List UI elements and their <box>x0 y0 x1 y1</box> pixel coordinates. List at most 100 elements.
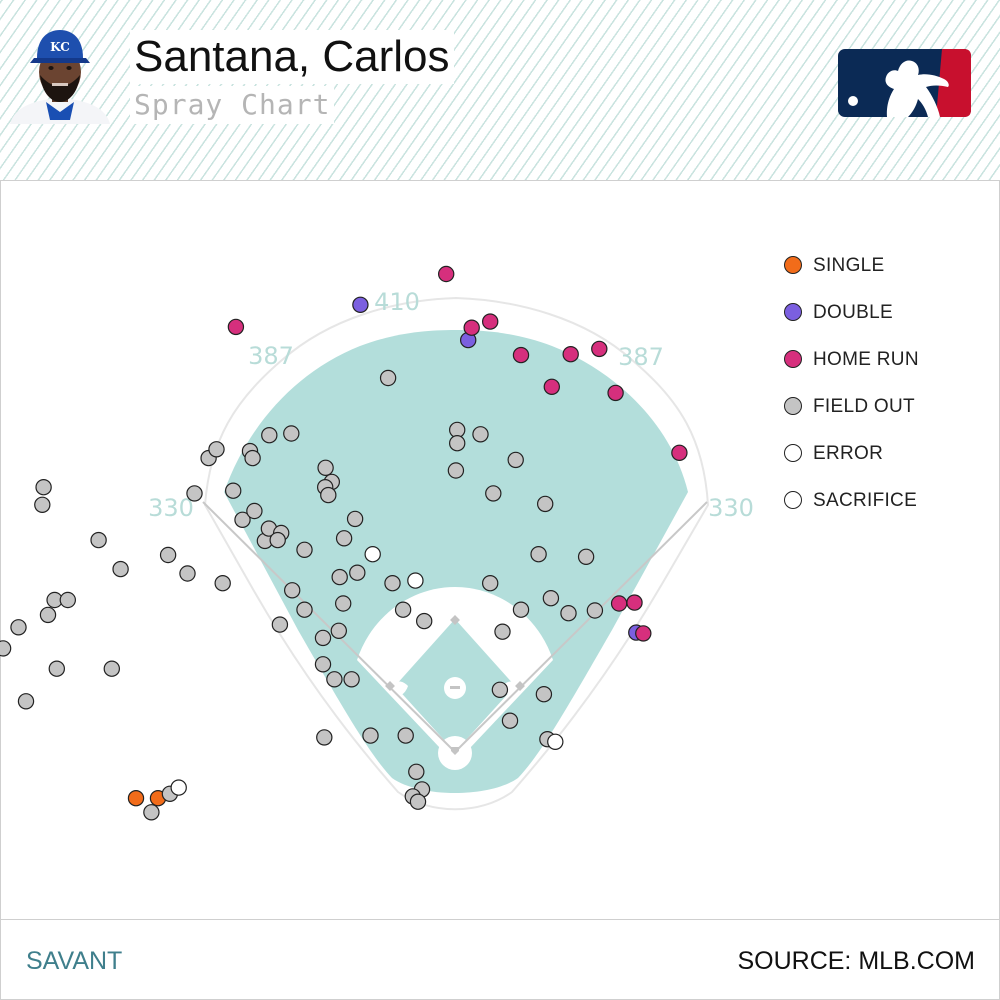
point-field-out <box>408 763 425 781</box>
first-base <box>515 681 525 691</box>
point-field-out <box>331 568 348 586</box>
point-field-out <box>542 590 560 607</box>
point-field-out <box>10 619 27 636</box>
legend-label-field-out: FIELD OUT <box>813 396 915 417</box>
point-field-out <box>335 530 353 547</box>
point-sacrifice <box>170 779 187 796</box>
legend-label-sacrifice: SACRIFICE <box>813 490 918 511</box>
point-field-out <box>271 616 289 633</box>
point-field-out <box>90 531 107 549</box>
third-base <box>385 681 395 691</box>
point-field-out <box>314 629 332 647</box>
legend-marker-field-out <box>784 397 802 415</box>
point-field-out <box>143 804 160 821</box>
point-field-out <box>501 712 519 729</box>
distance-label-left-center: 387 <box>248 342 294 370</box>
point-home-run <box>610 595 628 612</box>
point-field-out <box>335 595 352 612</box>
point-field-out <box>35 479 52 496</box>
point-field-out <box>362 727 379 744</box>
point-home-run <box>591 340 608 358</box>
point-field-out <box>159 546 177 564</box>
point-field-out <box>17 693 35 710</box>
legend-marker-double <box>784 303 802 321</box>
page-title: Santana, Carlos <box>130 30 454 84</box>
legend-item-field-out: FIELD OUT <box>784 391 984 421</box>
point-sacrifice <box>547 733 564 751</box>
point-field-out <box>234 511 251 529</box>
legend-marker-home-run <box>784 350 802 368</box>
distance-label-right: 330 <box>708 494 754 522</box>
point-field-out <box>214 575 231 592</box>
legend-item-error: ERROR <box>784 438 984 468</box>
point-error <box>407 572 424 589</box>
footer-savant-label: SAVANT <box>26 947 123 975</box>
point-field-out <box>48 660 66 677</box>
legend-marker-error <box>784 444 802 462</box>
point-field-out <box>317 459 334 476</box>
point-field-out <box>34 496 51 513</box>
series-home-run <box>227 265 688 642</box>
point-field-out <box>491 681 509 699</box>
point-field-out <box>314 656 332 673</box>
point-field-out <box>296 541 313 559</box>
legend-label-single: SINGLE <box>813 255 885 276</box>
pitchers-rubber <box>450 686 460 689</box>
point-field-out <box>449 435 466 452</box>
legend-item-single: SINGLE <box>784 250 984 280</box>
point-field-out <box>208 441 225 458</box>
legend-label-home-run: HOME RUN <box>813 349 919 370</box>
svg-text:KC: KC <box>50 40 70 54</box>
point-home-run <box>543 378 561 395</box>
point-field-out <box>537 495 554 513</box>
point-field-out <box>261 427 278 444</box>
point-field-out <box>507 451 524 469</box>
point-field-out <box>103 660 121 677</box>
point-field-out <box>59 591 77 609</box>
legend-label-double: DOUBLE <box>813 302 893 323</box>
batted-ball-points <box>0 265 688 821</box>
legend-item-sacrifice: SACRIFICE <box>784 485 984 515</box>
footer-source-label: SOURCE: MLB.COM <box>737 947 975 975</box>
series-sacrifice <box>170 733 564 796</box>
point-home-run <box>607 384 624 402</box>
point-field-out <box>512 601 530 618</box>
baseball-field <box>202 296 710 811</box>
point-field-out <box>112 560 129 578</box>
point-field-out <box>224 482 242 499</box>
point-field-out <box>269 531 286 549</box>
point-field-out <box>330 622 347 640</box>
point-field-out <box>560 605 577 622</box>
point-field-out <box>577 548 595 566</box>
point-field-out <box>494 623 511 640</box>
point-field-out <box>472 426 489 443</box>
point-home-run <box>626 594 643 611</box>
point-home-run <box>562 346 579 363</box>
point-field-out <box>316 729 333 746</box>
spray-chart: 330 387 410 387 330 <box>0 265 754 821</box>
point-field-out <box>397 727 414 744</box>
point-field-out <box>39 606 57 624</box>
point-field-out <box>349 564 366 581</box>
legend-marker-single <box>784 256 802 274</box>
point-field-out <box>394 601 412 618</box>
header-banner: KC Santana, Carlos Spray Chart <box>0 0 1000 181</box>
point-field-out <box>384 575 401 592</box>
point-home-run <box>482 313 499 330</box>
point-field-out <box>320 486 337 504</box>
point-field-out <box>416 612 433 630</box>
right-foul-line <box>454 501 708 753</box>
point-field-out <box>283 425 300 442</box>
point-field-out <box>535 686 553 703</box>
point-field-out <box>0 640 12 657</box>
point-single <box>127 790 145 807</box>
point-home-run <box>227 318 245 336</box>
point-field-out <box>409 793 427 810</box>
point-field-out <box>284 582 301 599</box>
point-field-out <box>530 546 547 563</box>
legend-item-double: DOUBLE <box>784 297 984 327</box>
series-error <box>364 546 424 589</box>
point-field-out <box>586 602 604 619</box>
page-subtitle: Spray Chart <box>130 86 335 124</box>
distance-label-center: 410 <box>374 288 420 316</box>
